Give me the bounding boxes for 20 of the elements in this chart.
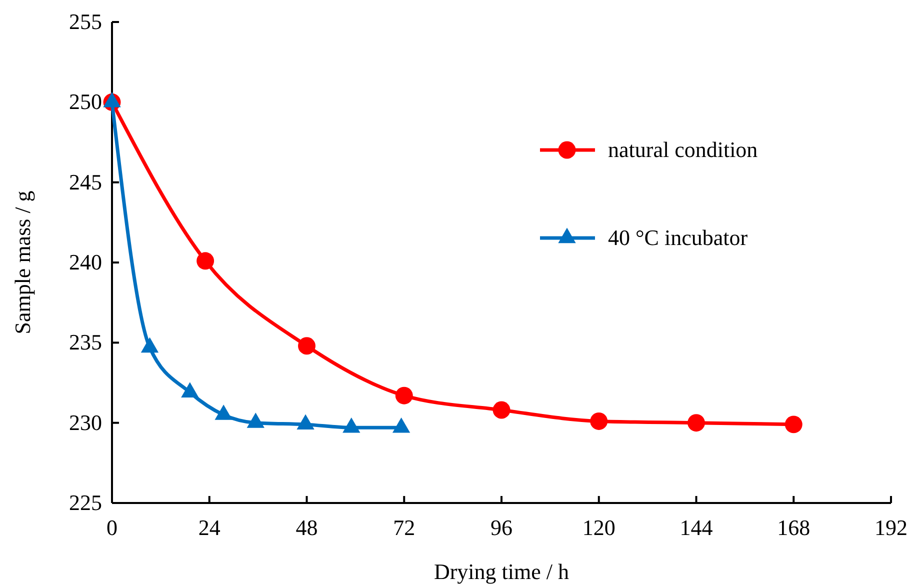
y-tick-label: 225 — [69, 490, 102, 515]
x-axis-title: Drying time / h — [434, 559, 570, 584]
y-axis-title: Sample mass / g — [10, 190, 35, 334]
x-tick-label: 120 — [582, 515, 616, 540]
x-tick-label: 168 — [777, 515, 810, 540]
x-tick-label: 96 — [490, 515, 512, 540]
legend-label: 40 °C incubator — [608, 225, 748, 250]
y-tick-label: 230 — [69, 410, 102, 435]
x-tick-label: 192 — [874, 515, 908, 540]
y-tick-label: 235 — [69, 330, 102, 355]
legend-label: natural condition — [608, 137, 758, 162]
x-tick-label: 0 — [106, 515, 118, 540]
x-tick-label: 48 — [296, 515, 318, 540]
y-tick-label: 240 — [69, 250, 102, 274]
y-tick-label: 255 — [69, 9, 102, 34]
x-tick-label: 144 — [680, 515, 713, 540]
x-tick-label: 24 — [198, 515, 220, 540]
y-tick-label: 245 — [69, 169, 102, 194]
x-tick-label: 72 — [393, 515, 416, 540]
y-tick-label: 250 — [69, 89, 102, 114]
